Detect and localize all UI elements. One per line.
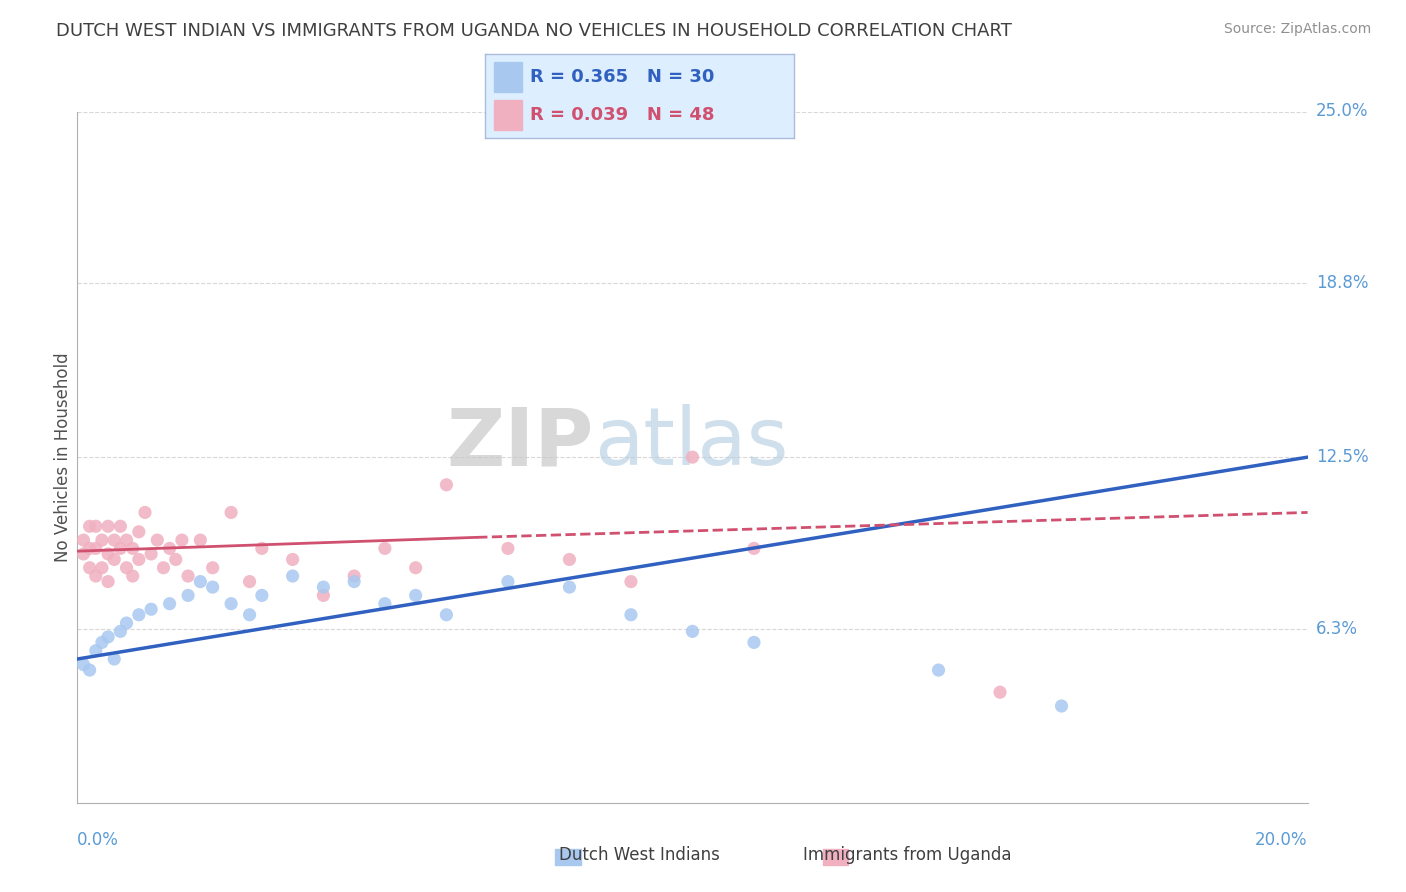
- Text: R = 0.365   N = 30: R = 0.365 N = 30: [530, 68, 714, 86]
- Point: [97, 547, 120, 561]
- Point: [343, 574, 366, 589]
- Point: [79, 541, 101, 556]
- Point: [165, 552, 187, 566]
- Point: [72, 547, 94, 561]
- Point: [128, 524, 150, 539]
- Point: [312, 589, 335, 603]
- Point: [682, 624, 704, 639]
- Text: R = 0.039   N = 48: R = 0.039 N = 48: [530, 106, 714, 124]
- Point: [159, 597, 181, 611]
- Point: [436, 607, 458, 622]
- Point: [281, 569, 304, 583]
- Point: [201, 561, 224, 575]
- Point: [219, 597, 242, 611]
- Point: [103, 652, 125, 666]
- Point: [219, 505, 242, 519]
- Point: [159, 541, 181, 556]
- Point: [188, 533, 212, 548]
- Point: [103, 552, 125, 566]
- Point: [239, 574, 262, 589]
- Text: DUTCH WEST INDIAN VS IMMIGRANTS FROM UGANDA NO VEHICLES IN HOUSEHOLD CORRELATION: DUTCH WEST INDIAN VS IMMIGRANTS FROM UGA…: [56, 22, 1012, 40]
- Text: 25.0%: 25.0%: [1316, 103, 1368, 120]
- Point: [121, 569, 143, 583]
- Text: ZIP: ZIP: [447, 404, 595, 483]
- Point: [79, 561, 101, 575]
- Point: [250, 589, 273, 603]
- Point: [128, 552, 150, 566]
- Point: [250, 541, 273, 556]
- Point: [374, 597, 396, 611]
- Point: [84, 519, 107, 533]
- Point: [115, 615, 138, 630]
- Point: [90, 533, 114, 548]
- Point: [110, 624, 132, 639]
- Point: [152, 561, 174, 575]
- Point: [742, 541, 765, 556]
- Point: [115, 561, 138, 575]
- Point: [79, 663, 101, 677]
- Point: [177, 589, 200, 603]
- Point: [72, 533, 94, 548]
- Point: [405, 589, 427, 603]
- Point: [1050, 699, 1073, 714]
- Text: 12.5%: 12.5%: [1316, 448, 1368, 467]
- Point: [239, 607, 262, 622]
- Point: [84, 569, 107, 583]
- Bar: [495, 62, 522, 92]
- Point: [141, 602, 163, 616]
- Text: Source: ZipAtlas.com: Source: ZipAtlas.com: [1223, 22, 1371, 37]
- Point: [134, 505, 156, 519]
- Point: [496, 541, 519, 556]
- Point: [436, 478, 458, 492]
- Point: [110, 541, 132, 556]
- Point: [343, 569, 366, 583]
- Text: 20.0%: 20.0%: [1256, 830, 1308, 848]
- Point: [90, 561, 114, 575]
- Text: 18.8%: 18.8%: [1316, 274, 1368, 292]
- Point: [988, 685, 1011, 699]
- Point: [281, 552, 304, 566]
- Point: [496, 574, 519, 589]
- Point: [620, 607, 643, 622]
- Point: [201, 580, 224, 594]
- Point: [72, 657, 94, 672]
- Point: [405, 561, 427, 575]
- Y-axis label: No Vehicles in Household: No Vehicles in Household: [53, 352, 72, 562]
- Point: [97, 630, 120, 644]
- Text: 0.0%: 0.0%: [77, 830, 120, 848]
- Point: [84, 541, 107, 556]
- Text: 6.3%: 6.3%: [1316, 620, 1358, 638]
- Point: [90, 635, 114, 649]
- Text: Immigrants from Uganda: Immigrants from Uganda: [803, 846, 1011, 863]
- Point: [121, 541, 143, 556]
- Point: [188, 574, 212, 589]
- Point: [146, 533, 169, 548]
- Point: [97, 519, 120, 533]
- Point: [682, 450, 704, 465]
- Bar: [495, 100, 522, 130]
- Text: atlas: atlas: [595, 404, 789, 483]
- Point: [558, 552, 581, 566]
- Point: [141, 547, 163, 561]
- Point: [312, 580, 335, 594]
- Point: [79, 519, 101, 533]
- Point: [742, 635, 765, 649]
- Point: [558, 580, 581, 594]
- Point: [620, 574, 643, 589]
- Point: [374, 541, 396, 556]
- Text: Dutch West Indians: Dutch West Indians: [560, 846, 720, 863]
- Point: [110, 519, 132, 533]
- Point: [170, 533, 193, 548]
- Point: [97, 574, 120, 589]
- Point: [103, 533, 125, 548]
- Point: [128, 607, 150, 622]
- Point: [177, 569, 200, 583]
- Point: [84, 644, 107, 658]
- Point: [115, 533, 138, 548]
- Point: [928, 663, 950, 677]
